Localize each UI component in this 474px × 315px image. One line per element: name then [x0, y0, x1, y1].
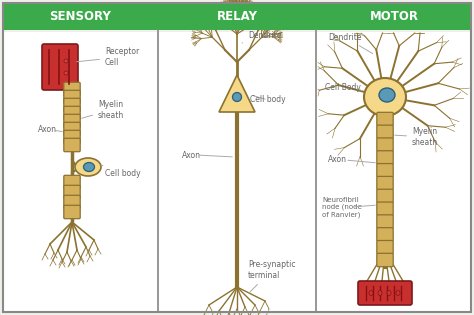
FancyBboxPatch shape — [377, 151, 393, 164]
FancyBboxPatch shape — [42, 44, 78, 90]
Ellipse shape — [379, 88, 395, 102]
FancyBboxPatch shape — [64, 82, 80, 96]
Bar — [3, 3, 471, 30]
Polygon shape — [219, 75, 255, 112]
Ellipse shape — [364, 78, 406, 116]
Ellipse shape — [233, 93, 241, 101]
Text: Cell body: Cell body — [250, 95, 286, 105]
Ellipse shape — [75, 158, 101, 176]
Text: Axon: Axon — [38, 125, 57, 135]
FancyBboxPatch shape — [64, 185, 80, 199]
Text: RELAY: RELAY — [217, 10, 257, 24]
FancyBboxPatch shape — [377, 138, 393, 151]
FancyBboxPatch shape — [377, 240, 393, 254]
FancyBboxPatch shape — [377, 253, 393, 267]
FancyBboxPatch shape — [64, 205, 80, 219]
Ellipse shape — [378, 290, 382, 295]
FancyBboxPatch shape — [377, 125, 393, 139]
FancyBboxPatch shape — [64, 98, 80, 112]
FancyBboxPatch shape — [377, 112, 393, 126]
Text: Axon: Axon — [182, 151, 201, 159]
FancyBboxPatch shape — [64, 122, 80, 136]
Ellipse shape — [387, 290, 391, 295]
FancyBboxPatch shape — [377, 189, 393, 203]
FancyBboxPatch shape — [64, 106, 80, 120]
Ellipse shape — [83, 163, 94, 171]
FancyBboxPatch shape — [377, 228, 393, 241]
FancyBboxPatch shape — [64, 114, 80, 128]
Text: Cell body: Cell body — [101, 165, 141, 177]
Text: Cell Body: Cell Body — [325, 83, 361, 91]
Bar — [317, 32, 471, 312]
Text: Dendrite: Dendrite — [328, 32, 373, 54]
Text: Pre-synaptic
terminal: Pre-synaptic terminal — [248, 260, 295, 293]
Bar — [3, 32, 157, 312]
FancyBboxPatch shape — [64, 138, 80, 152]
FancyBboxPatch shape — [358, 281, 412, 305]
Text: Myelin
sheath: Myelin sheath — [82, 100, 124, 120]
FancyBboxPatch shape — [377, 163, 393, 177]
Text: Neurofibril
node (node
of Ranvier): Neurofibril node (node of Ranvier) — [322, 197, 362, 217]
FancyBboxPatch shape — [377, 215, 393, 228]
Text: Myelin
sheath: Myelin sheath — [395, 127, 438, 147]
Text: Dendrite: Dendrite — [242, 32, 282, 43]
FancyBboxPatch shape — [64, 90, 80, 104]
Ellipse shape — [64, 71, 68, 75]
FancyBboxPatch shape — [377, 202, 393, 215]
FancyBboxPatch shape — [64, 175, 80, 189]
Text: Axon: Axon — [328, 156, 347, 164]
Ellipse shape — [369, 290, 373, 295]
FancyBboxPatch shape — [64, 195, 80, 209]
Text: SENSORY: SENSORY — [49, 10, 111, 24]
FancyBboxPatch shape — [377, 176, 393, 190]
Ellipse shape — [396, 290, 400, 295]
FancyBboxPatch shape — [64, 130, 80, 144]
Ellipse shape — [64, 59, 68, 63]
Text: MOTOR: MOTOR — [370, 10, 419, 24]
Text: Receptor
Cell: Receptor Cell — [77, 47, 139, 67]
Bar — [159, 32, 315, 312]
